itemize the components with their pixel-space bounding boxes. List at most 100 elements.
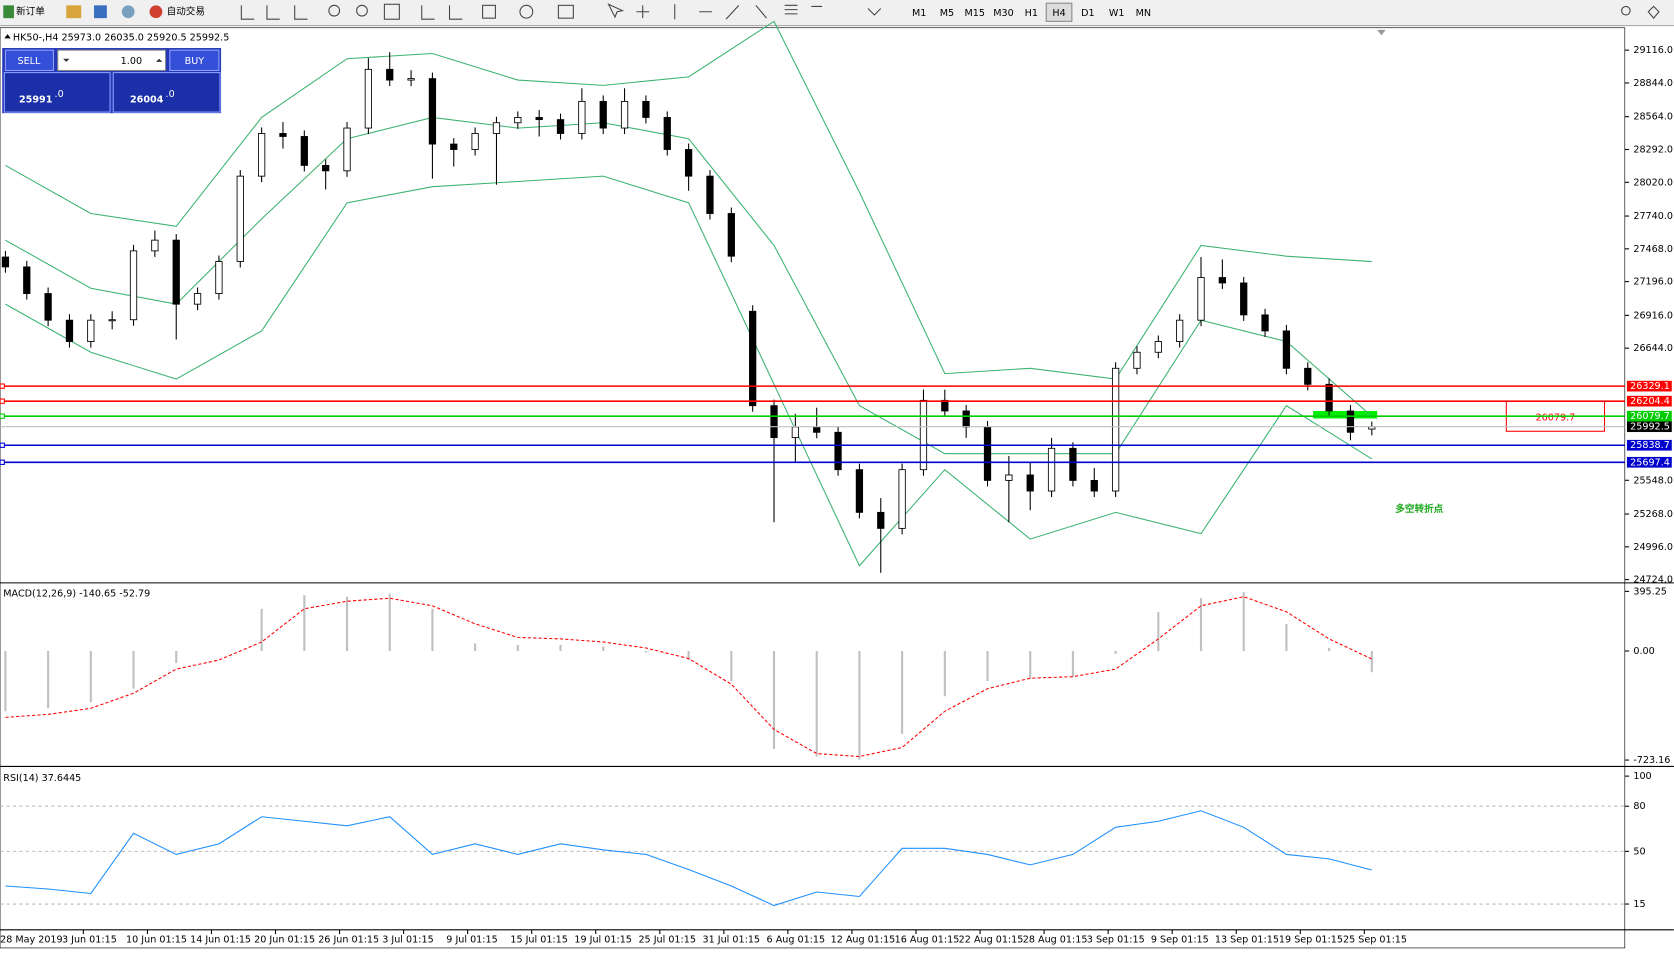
candle-body bbox=[1069, 447, 1077, 481]
bid-price: 25991 bbox=[19, 94, 53, 105]
level-tag bbox=[1626, 439, 1672, 451]
ask-fraction: .0 bbox=[166, 89, 175, 100]
candle-body bbox=[599, 100, 607, 129]
timeframe-button[interactable]: H1 bbox=[1025, 8, 1038, 19]
candle-body bbox=[1090, 479, 1098, 492]
y-tick-label: 28020.0 bbox=[1633, 177, 1673, 188]
icon[interactable] bbox=[66, 5, 82, 19]
y-tick-label: 27196.0 bbox=[1633, 277, 1673, 288]
chart-type-icons[interactable] bbox=[240, 5, 308, 20]
new-order-button[interactable]: 新订单 bbox=[3, 5, 45, 19]
candle-body bbox=[343, 127, 351, 172]
candle-body bbox=[193, 293, 202, 305]
candle-body bbox=[23, 266, 31, 294]
bollinger-middle bbox=[5, 116, 1373, 455]
timeframe-button[interactable]: H4 bbox=[1052, 8, 1065, 19]
candle-body bbox=[236, 175, 244, 262]
candle-body bbox=[663, 117, 671, 150]
one-click-panel: SELL 1.00 BUY 25991 .0 26004 .0 bbox=[2, 48, 222, 114]
tile[interactable] bbox=[383, 3, 400, 20]
label: 新订单 bbox=[16, 6, 45, 18]
candle-body bbox=[855, 469, 864, 513]
chart-title: HK50-,H4 25973.0 26035.0 25920.5 25992.5 bbox=[13, 32, 229, 43]
community[interactable] bbox=[1647, 5, 1660, 19]
sell-button[interactable] bbox=[4, 49, 54, 71]
x-tick-label: 28 May 2019 bbox=[0, 934, 63, 945]
y-tick-label: 25548.0 bbox=[1633, 475, 1673, 486]
scroll-icons[interactable] bbox=[421, 5, 463, 20]
bollinger-upper bbox=[5, 20, 1372, 380]
x-tick-label: 19 Jul 01:15 bbox=[574, 934, 632, 945]
candle-body bbox=[1240, 282, 1248, 316]
current-price-tag bbox=[1626, 421, 1672, 433]
bid-box[interactable] bbox=[3, 72, 111, 113]
x-tick-label: 25 Jul 01:15 bbox=[638, 934, 696, 945]
level-label: 26079.7 bbox=[1630, 411, 1670, 422]
candle-body bbox=[215, 261, 223, 294]
icon[interactable] bbox=[121, 5, 135, 19]
candle-body bbox=[706, 175, 714, 214]
rsi-line bbox=[5, 810, 1372, 907]
icon bbox=[3, 5, 14, 19]
collapse-icon bbox=[4, 34, 11, 39]
candle-body bbox=[44, 293, 52, 321]
candle-body bbox=[428, 78, 437, 145]
tool-icons[interactable] bbox=[240, 3, 1660, 20]
candle-body bbox=[962, 410, 970, 428]
y-tick-label: 28292.0 bbox=[1633, 145, 1673, 156]
level-highlight bbox=[1313, 410, 1378, 419]
y-tick-label: 26644.0 bbox=[1633, 343, 1673, 354]
indicators[interactable] bbox=[482, 4, 496, 19]
candle-body bbox=[364, 68, 373, 129]
level-label: 26329.1 bbox=[1630, 381, 1670, 392]
auto-trading-button[interactable]: 自动交易 bbox=[149, 5, 205, 19]
y-tick-label: 29116.0 bbox=[1633, 45, 1673, 56]
buy-button[interactable] bbox=[169, 49, 220, 71]
icon[interactable] bbox=[94, 5, 107, 19]
timeframe-button[interactable]: M1 bbox=[912, 8, 926, 19]
y-tick-label: -723.16 bbox=[1633, 755, 1670, 766]
timeframe-button[interactable]: M5 bbox=[940, 8, 954, 19]
periods[interactable] bbox=[519, 4, 534, 19]
ask-box[interactable] bbox=[112, 72, 221, 113]
lot-input[interactable] bbox=[57, 49, 167, 71]
x-tick-label: 19 Sep 01:15 bbox=[1279, 934, 1343, 945]
drawing-tools[interactable] bbox=[607, 3, 882, 20]
bid-fraction: .0 bbox=[55, 89, 64, 100]
shift-marker bbox=[1377, 29, 1386, 36]
y-tick-label: 80 bbox=[1633, 801, 1645, 812]
timeframe-button[interactable]: MN bbox=[1136, 8, 1151, 19]
timeframe-button[interactable]: M30 bbox=[993, 8, 1014, 19]
buy-label: BUY bbox=[185, 56, 205, 67]
y-tick-label: 28564.0 bbox=[1633, 112, 1673, 123]
candle-body bbox=[87, 319, 95, 342]
timeframe-button[interactable]: D1 bbox=[1081, 8, 1094, 19]
candle-body bbox=[684, 149, 693, 177]
zoom-out[interactable] bbox=[356, 4, 368, 17]
timeframe-button[interactable]: M15 bbox=[964, 8, 985, 19]
y-tick-label: 28844.0 bbox=[1633, 78, 1673, 89]
candle-body bbox=[1005, 474, 1013, 481]
timeframe-button[interactable]: W1 bbox=[1109, 8, 1125, 19]
candle-body bbox=[834, 431, 842, 471]
candle-body bbox=[65, 319, 74, 342]
y-tick-label: 25268.0 bbox=[1633, 509, 1673, 520]
toolbar bbox=[0, 0, 1674, 26]
level-handle bbox=[0, 459, 5, 465]
candle-body bbox=[279, 133, 287, 137]
candle-body bbox=[300, 136, 308, 166]
x-tick-label: 16 Aug 01:15 bbox=[895, 934, 960, 945]
candle-body bbox=[1346, 410, 1355, 433]
x-tick-label: 9 Jul 01:15 bbox=[446, 934, 497, 945]
x-tick-label: 10 Jun 01:15 bbox=[126, 934, 187, 945]
search[interactable] bbox=[1621, 5, 1631, 16]
candle-body bbox=[1176, 319, 1184, 342]
icon bbox=[149, 5, 163, 19]
candle-body bbox=[450, 143, 458, 150]
candle-body bbox=[492, 122, 501, 134]
zoom-in[interactable] bbox=[328, 4, 341, 17]
timeframe-active bbox=[1045, 2, 1073, 22]
level-tag bbox=[1626, 410, 1672, 422]
templates[interactable] bbox=[557, 4, 574, 19]
candle-body bbox=[749, 310, 757, 407]
